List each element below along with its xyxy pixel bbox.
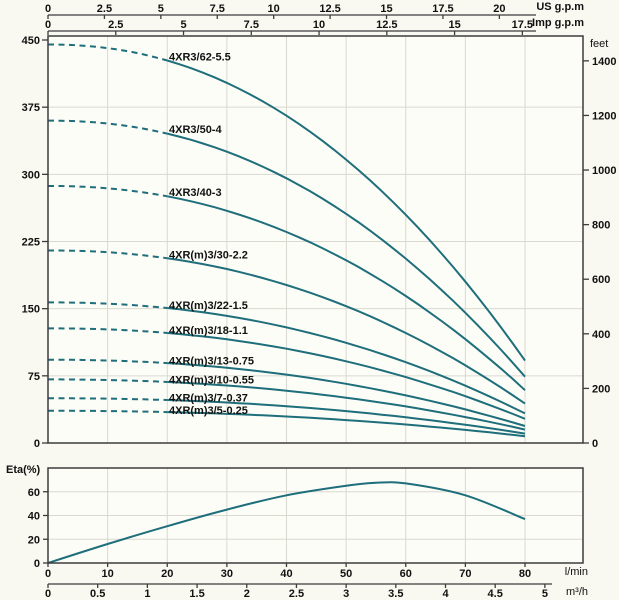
us-gpm-tick-label: 15 (380, 3, 392, 15)
us-gpm-tick-label: 0 (45, 3, 51, 15)
m3h-tick-label: 2 (244, 588, 250, 600)
pump-curve (167, 362, 526, 427)
lmin-tick-label: 50 (340, 568, 352, 580)
us-gpm-tick-label: 5 (158, 3, 164, 15)
lmin-tick-label: 20 (161, 568, 173, 580)
pump-curve-label: 4XR3/40-3 (169, 187, 222, 199)
head-axis-tick-label: 75 (28, 371, 40, 383)
imp-gpm-tick-label: 10 (313, 19, 325, 31)
m3h-tick-label: 4.5 (488, 588, 503, 600)
pump-curve (167, 257, 526, 405)
pump-curve-label: 4XR(m)3/10-0.55 (169, 374, 254, 386)
feet-axis-label: feet (590, 38, 609, 50)
pump-curve-label: 4XR(m)3/13-0.75 (169, 355, 254, 367)
pump-curve (167, 411, 526, 438)
m3h-tick-label: 5 (542, 588, 548, 600)
lmin-tick-label: 70 (459, 568, 471, 580)
pump-curve-dashed-segment (48, 397, 168, 401)
pump-curve-dashed-segment (47, 119, 168, 135)
pump-curve-label: 4XR(m)3/30-2.2 (169, 250, 248, 262)
us-gpm-tick-label: 12.5 (319, 3, 340, 15)
lmin-tick-label: 30 (221, 568, 233, 580)
pump-curve-label: 4XR3/62-5.5 (169, 51, 231, 63)
m3h-tick-label: 1.5 (189, 588, 204, 600)
us-gpm-tick-label: 2.5 (97, 3, 112, 15)
feet-axis-tick-label: 0 (592, 438, 598, 450)
pump-curve-dashed-segment (47, 43, 168, 62)
pump-curve (167, 399, 526, 435)
pump-curve-label: 4XR(m)3/5-0.25 (169, 405, 248, 417)
feet-axis-tick-label: 800 (592, 220, 610, 232)
m3h-tick-label: 2.5 (289, 588, 304, 600)
eta-axis-tick-label: 60 (28, 487, 40, 499)
pump-curve-dashed-segment (48, 249, 168, 260)
imp-gpm-tick-label: 15 (448, 19, 460, 31)
lmin-tick-label: 40 (280, 568, 292, 580)
eta-curve (47, 481, 526, 564)
imp-gpm-tick-label: 17.5 (512, 19, 533, 31)
us-gpm-tick-label: 10 (268, 3, 280, 15)
m3h-tick-label: 1 (144, 588, 150, 600)
feet-axis-tick-label: 200 (592, 383, 610, 395)
imp-gpm-tick-label: 5 (180, 19, 186, 31)
m3h-axis-label: m³/h (566, 586, 588, 598)
eta-axis-tick-label: 20 (28, 534, 40, 546)
eta-axis-label: Eta(%) (6, 464, 41, 476)
feet-axis-tick-label: 600 (592, 274, 610, 286)
eta-axis-tick-label: 0 (34, 558, 40, 570)
feet-axis-tick-label: 1200 (592, 110, 616, 122)
imp-gpm-tick-label: 12.5 (376, 19, 397, 31)
lmin-axis-label: l/min (564, 566, 588, 578)
head-axis-tick-label: 450 (22, 35, 40, 47)
us-gpm-axis-label: US g.p.m (536, 1, 584, 13)
pump-curve-label: 4XR(m)3/7-0.37 (169, 393, 248, 405)
pump-curve (167, 307, 526, 415)
us-gpm-tick-label: 17.5 (432, 3, 453, 15)
head-axis-tick-label: 225 (22, 237, 40, 249)
m3h-tick-label: 3.5 (388, 588, 403, 600)
pump-curve (167, 195, 526, 391)
m3h-tick-label: 0.5 (90, 588, 105, 600)
head-axis-tick-label: 375 (22, 102, 40, 114)
pump-curve-dashed-segment (48, 378, 168, 383)
head-axis-tick-label: 0 (34, 438, 40, 450)
head-chart-area (48, 36, 583, 443)
head-axis-tick-label: 150 (22, 304, 40, 316)
lmin-tick-label: 60 (400, 568, 412, 580)
pump-curve (167, 132, 526, 378)
us-gpm-tick-label: 7.5 (210, 3, 225, 15)
lmin-tick-label: 80 (519, 568, 531, 580)
imp-gpm-tick-label: 7.5 (244, 19, 259, 31)
pump-curve-label: 4XR3/50-4 (169, 124, 222, 136)
pump-curve-label: 4XR(m)3/18-1.1 (169, 325, 248, 337)
us-gpm-tick-label: 20 (493, 3, 505, 15)
pump-curve (167, 332, 526, 420)
pump-curve-dashed-segment (48, 301, 168, 309)
feet-axis-tick-label: 400 (592, 329, 610, 341)
head-axis-tick-label: 300 (22, 169, 40, 181)
m3h-tick-label: 4 (442, 588, 449, 600)
pump-curve-dashed-segment (48, 358, 168, 365)
pump-curve-dashed-segment (48, 409, 168, 414)
pump-curve-dashed-segment (48, 185, 168, 198)
lmin-tick-label: 0 (45, 568, 51, 580)
m3h-tick-label: 3 (343, 588, 349, 600)
pump-curve-label: 4XR(m)3/22-1.5 (169, 300, 248, 312)
imp-gpm-axis-label: Imp g.p.m (532, 17, 584, 29)
pump-curve-dashed-segment (48, 327, 168, 334)
feet-axis-tick-label: 1000 (592, 165, 616, 177)
head-chart-border (47, 35, 584, 444)
imp-gpm-tick-label: 2.5 (108, 19, 123, 31)
pump-curve (167, 59, 526, 362)
m3h-tick-label: 0 (45, 588, 51, 600)
pump-curve (167, 381, 526, 431)
imp-gpm-tick-label: 0 (45, 19, 51, 31)
feet-axis-tick-label: 1400 (592, 56, 616, 68)
lmin-tick-label: 10 (102, 568, 114, 580)
eta-axis-tick-label: 40 (28, 511, 40, 523)
